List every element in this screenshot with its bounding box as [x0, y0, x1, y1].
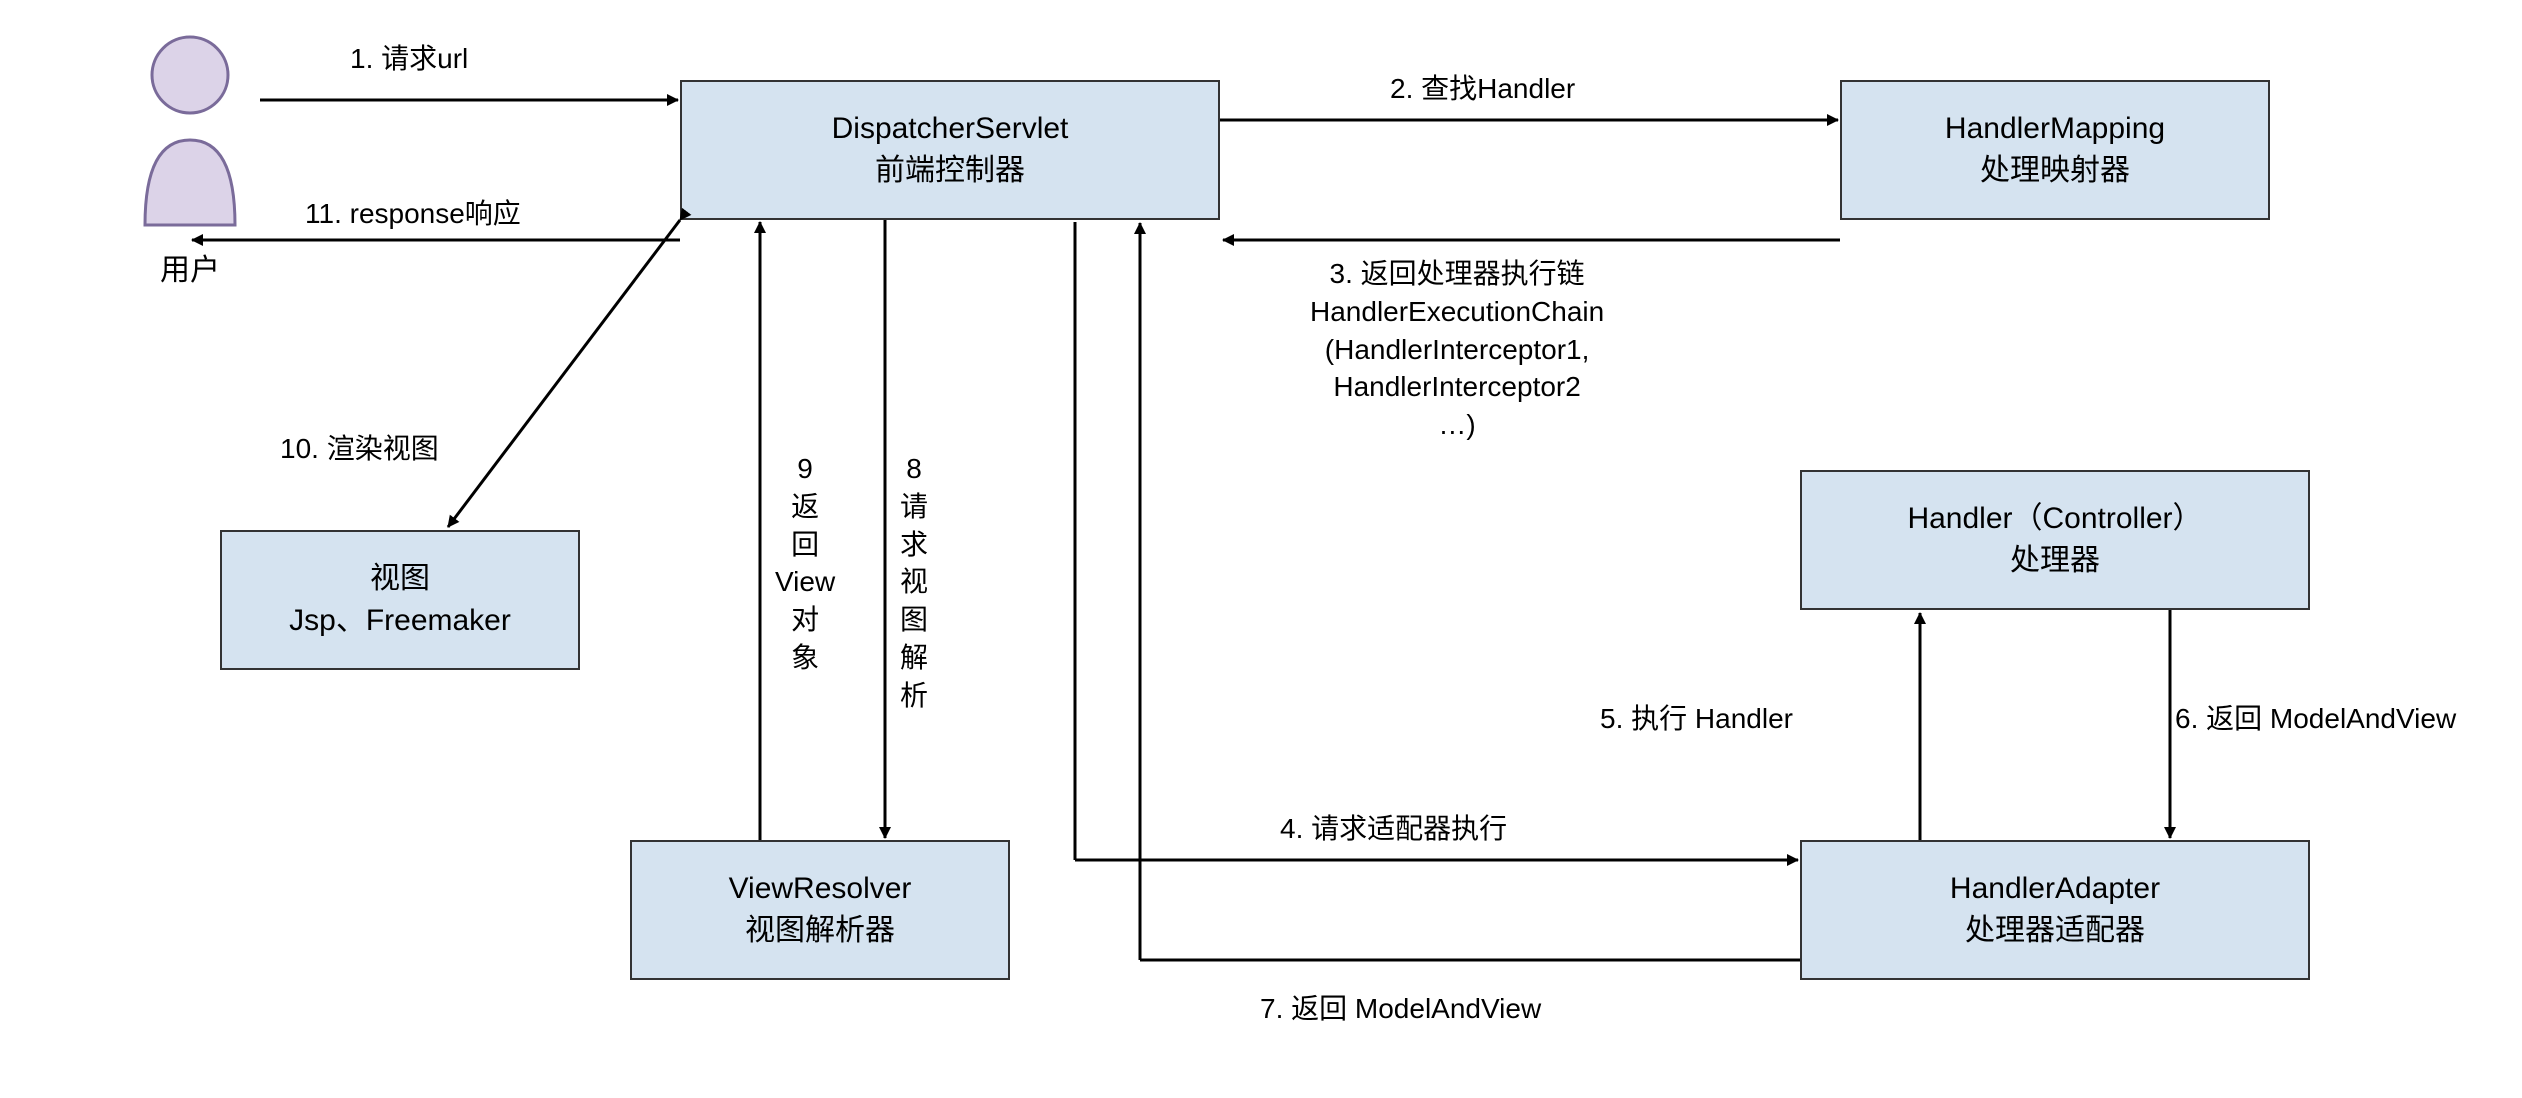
label-e2: 2. 查找Handler [1390, 70, 1575, 108]
node-title: ViewResolver [729, 868, 912, 910]
label-e1: 1. 请求url [350, 40, 468, 78]
label-e7: 7. 返回 ModelAndView [1260, 990, 1541, 1028]
node-subtitle: 前端控制器 [875, 150, 1025, 192]
node-subtitle: 处理映射器 [1980, 150, 2130, 192]
node-handler: Handler（Controller） 处理器 [1800, 470, 2310, 610]
user-label: 用户 [160, 245, 220, 289]
node-subtitle: 处理器适配器 [1965, 910, 2145, 952]
node-view-resolver: ViewResolver 视图解析器 [630, 840, 1010, 980]
node-subtitle: 视图解析器 [745, 910, 895, 952]
label-e6: 6. 返回 ModelAndView [2175, 700, 2456, 738]
node-handler-mapping: HandlerMapping 处理映射器 [1840, 80, 2270, 220]
label-e5: 5. 执行 Handler [1600, 700, 1793, 738]
node-title: DispatcherServlet [832, 108, 1069, 150]
node-handler-adapter: HandlerAdapter 处理器适配器 [1800, 840, 2310, 980]
label-e4: 4. 请求适配器执行 [1280, 810, 1507, 848]
node-dispatcher: DispatcherServlet 前端控制器 [680, 80, 1220, 220]
label-e3: 3. 返回处理器执行链 HandlerExecutionChain (Handl… [1310, 255, 1604, 444]
label-e11: 11. response响应 [305, 195, 521, 233]
label-e8: 8 请 求 视 图 解 析 [900, 450, 928, 715]
user-icon [135, 30, 245, 230]
label-e10: 10. 渲染视图 [280, 430, 439, 468]
node-subtitle: 处理器 [2010, 540, 2100, 582]
node-title: HandlerAdapter [1950, 868, 2160, 910]
node-title: 视图 [370, 558, 430, 600]
diagram-canvas: 用户 DispatcherServlet 前端控制器 HandlerMappin… [0, 0, 2522, 1098]
node-view: 视图 Jsp、Freemaker [220, 530, 580, 670]
label-e9: 9 返 回 View 对 象 [775, 450, 835, 677]
node-subtitle: Jsp、Freemaker [289, 600, 511, 642]
node-title: Handler（Controller） [1907, 498, 2202, 540]
node-title: HandlerMapping [1945, 108, 2165, 150]
